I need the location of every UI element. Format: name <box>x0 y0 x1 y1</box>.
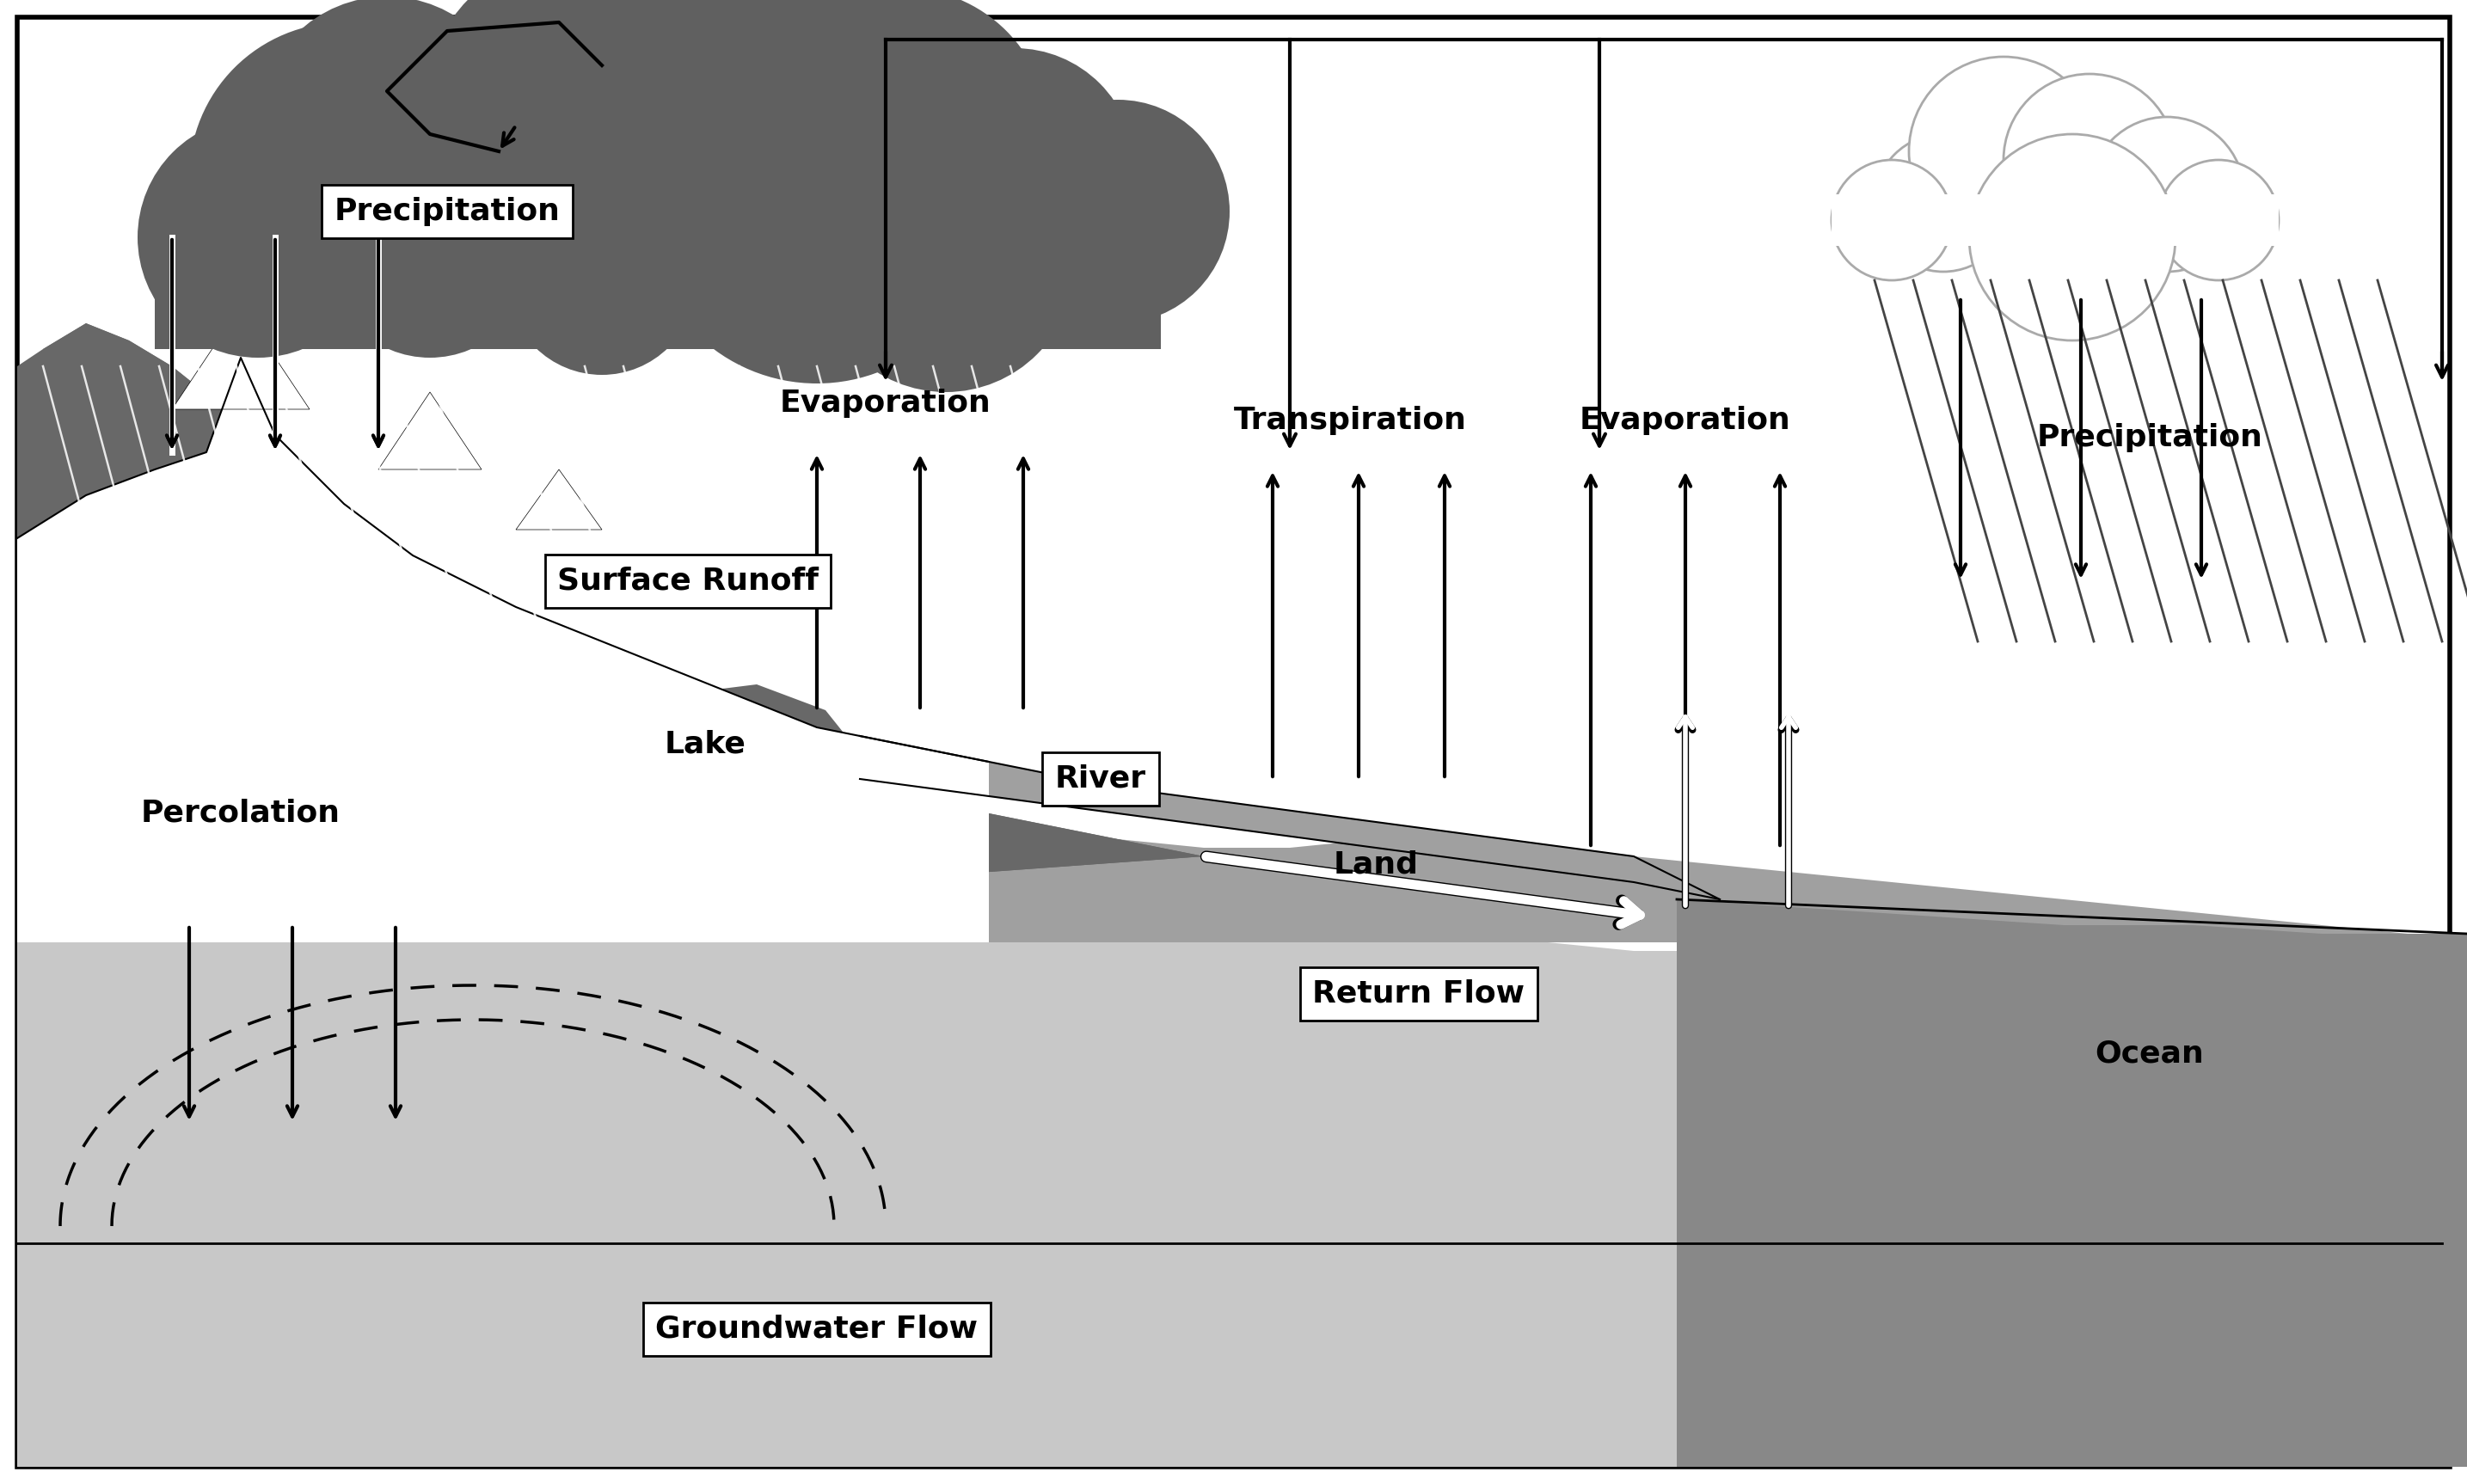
Circle shape <box>595 0 920 272</box>
Polygon shape <box>17 358 989 942</box>
Text: Evaporation: Evaporation <box>780 389 992 418</box>
Polygon shape <box>861 736 1719 899</box>
Circle shape <box>817 134 1076 392</box>
Polygon shape <box>17 521 2467 942</box>
Text: Groundwater Flow: Groundwater Flow <box>656 1315 977 1345</box>
Text: Lake: Lake <box>664 730 745 760</box>
Text: Percolation: Percolation <box>141 798 340 828</box>
Polygon shape <box>17 899 2467 1466</box>
Circle shape <box>360 13 636 289</box>
Text: Evaporation: Evaporation <box>1579 405 1791 435</box>
Polygon shape <box>498 684 861 788</box>
Circle shape <box>474 0 765 272</box>
Circle shape <box>2159 160 2280 280</box>
Polygon shape <box>1678 899 2467 1466</box>
Text: Transpiration: Transpiration <box>1234 405 1465 435</box>
Circle shape <box>138 117 377 358</box>
Polygon shape <box>155 212 1162 349</box>
Polygon shape <box>516 469 602 530</box>
Text: Precipitation: Precipitation <box>2038 423 2262 453</box>
Polygon shape <box>1831 194 2280 246</box>
Circle shape <box>567 0 809 203</box>
Polygon shape <box>377 392 481 469</box>
Circle shape <box>893 47 1135 289</box>
Polygon shape <box>173 306 308 410</box>
Circle shape <box>1909 56 2097 246</box>
Text: Ocean: Ocean <box>2094 1039 2203 1068</box>
Circle shape <box>1007 99 1229 324</box>
Polygon shape <box>17 324 1204 942</box>
Circle shape <box>644 40 989 383</box>
Text: Surface Runoff: Surface Runoff <box>558 567 819 597</box>
Polygon shape <box>17 324 1204 942</box>
Circle shape <box>429 0 688 220</box>
Circle shape <box>757 0 1048 280</box>
Circle shape <box>1831 160 1951 280</box>
Circle shape <box>2090 117 2245 272</box>
Circle shape <box>190 22 498 332</box>
Circle shape <box>1875 134 2013 272</box>
Text: Return Flow: Return Flow <box>1312 979 1525 1009</box>
Text: River: River <box>1056 764 1147 794</box>
Circle shape <box>259 0 516 254</box>
Polygon shape <box>498 711 861 813</box>
Circle shape <box>2003 74 2176 246</box>
Circle shape <box>508 186 696 375</box>
Circle shape <box>1969 134 2176 340</box>
Circle shape <box>326 151 533 358</box>
Text: Precipitation: Precipitation <box>333 197 560 226</box>
Text: Land: Land <box>1332 850 1419 880</box>
